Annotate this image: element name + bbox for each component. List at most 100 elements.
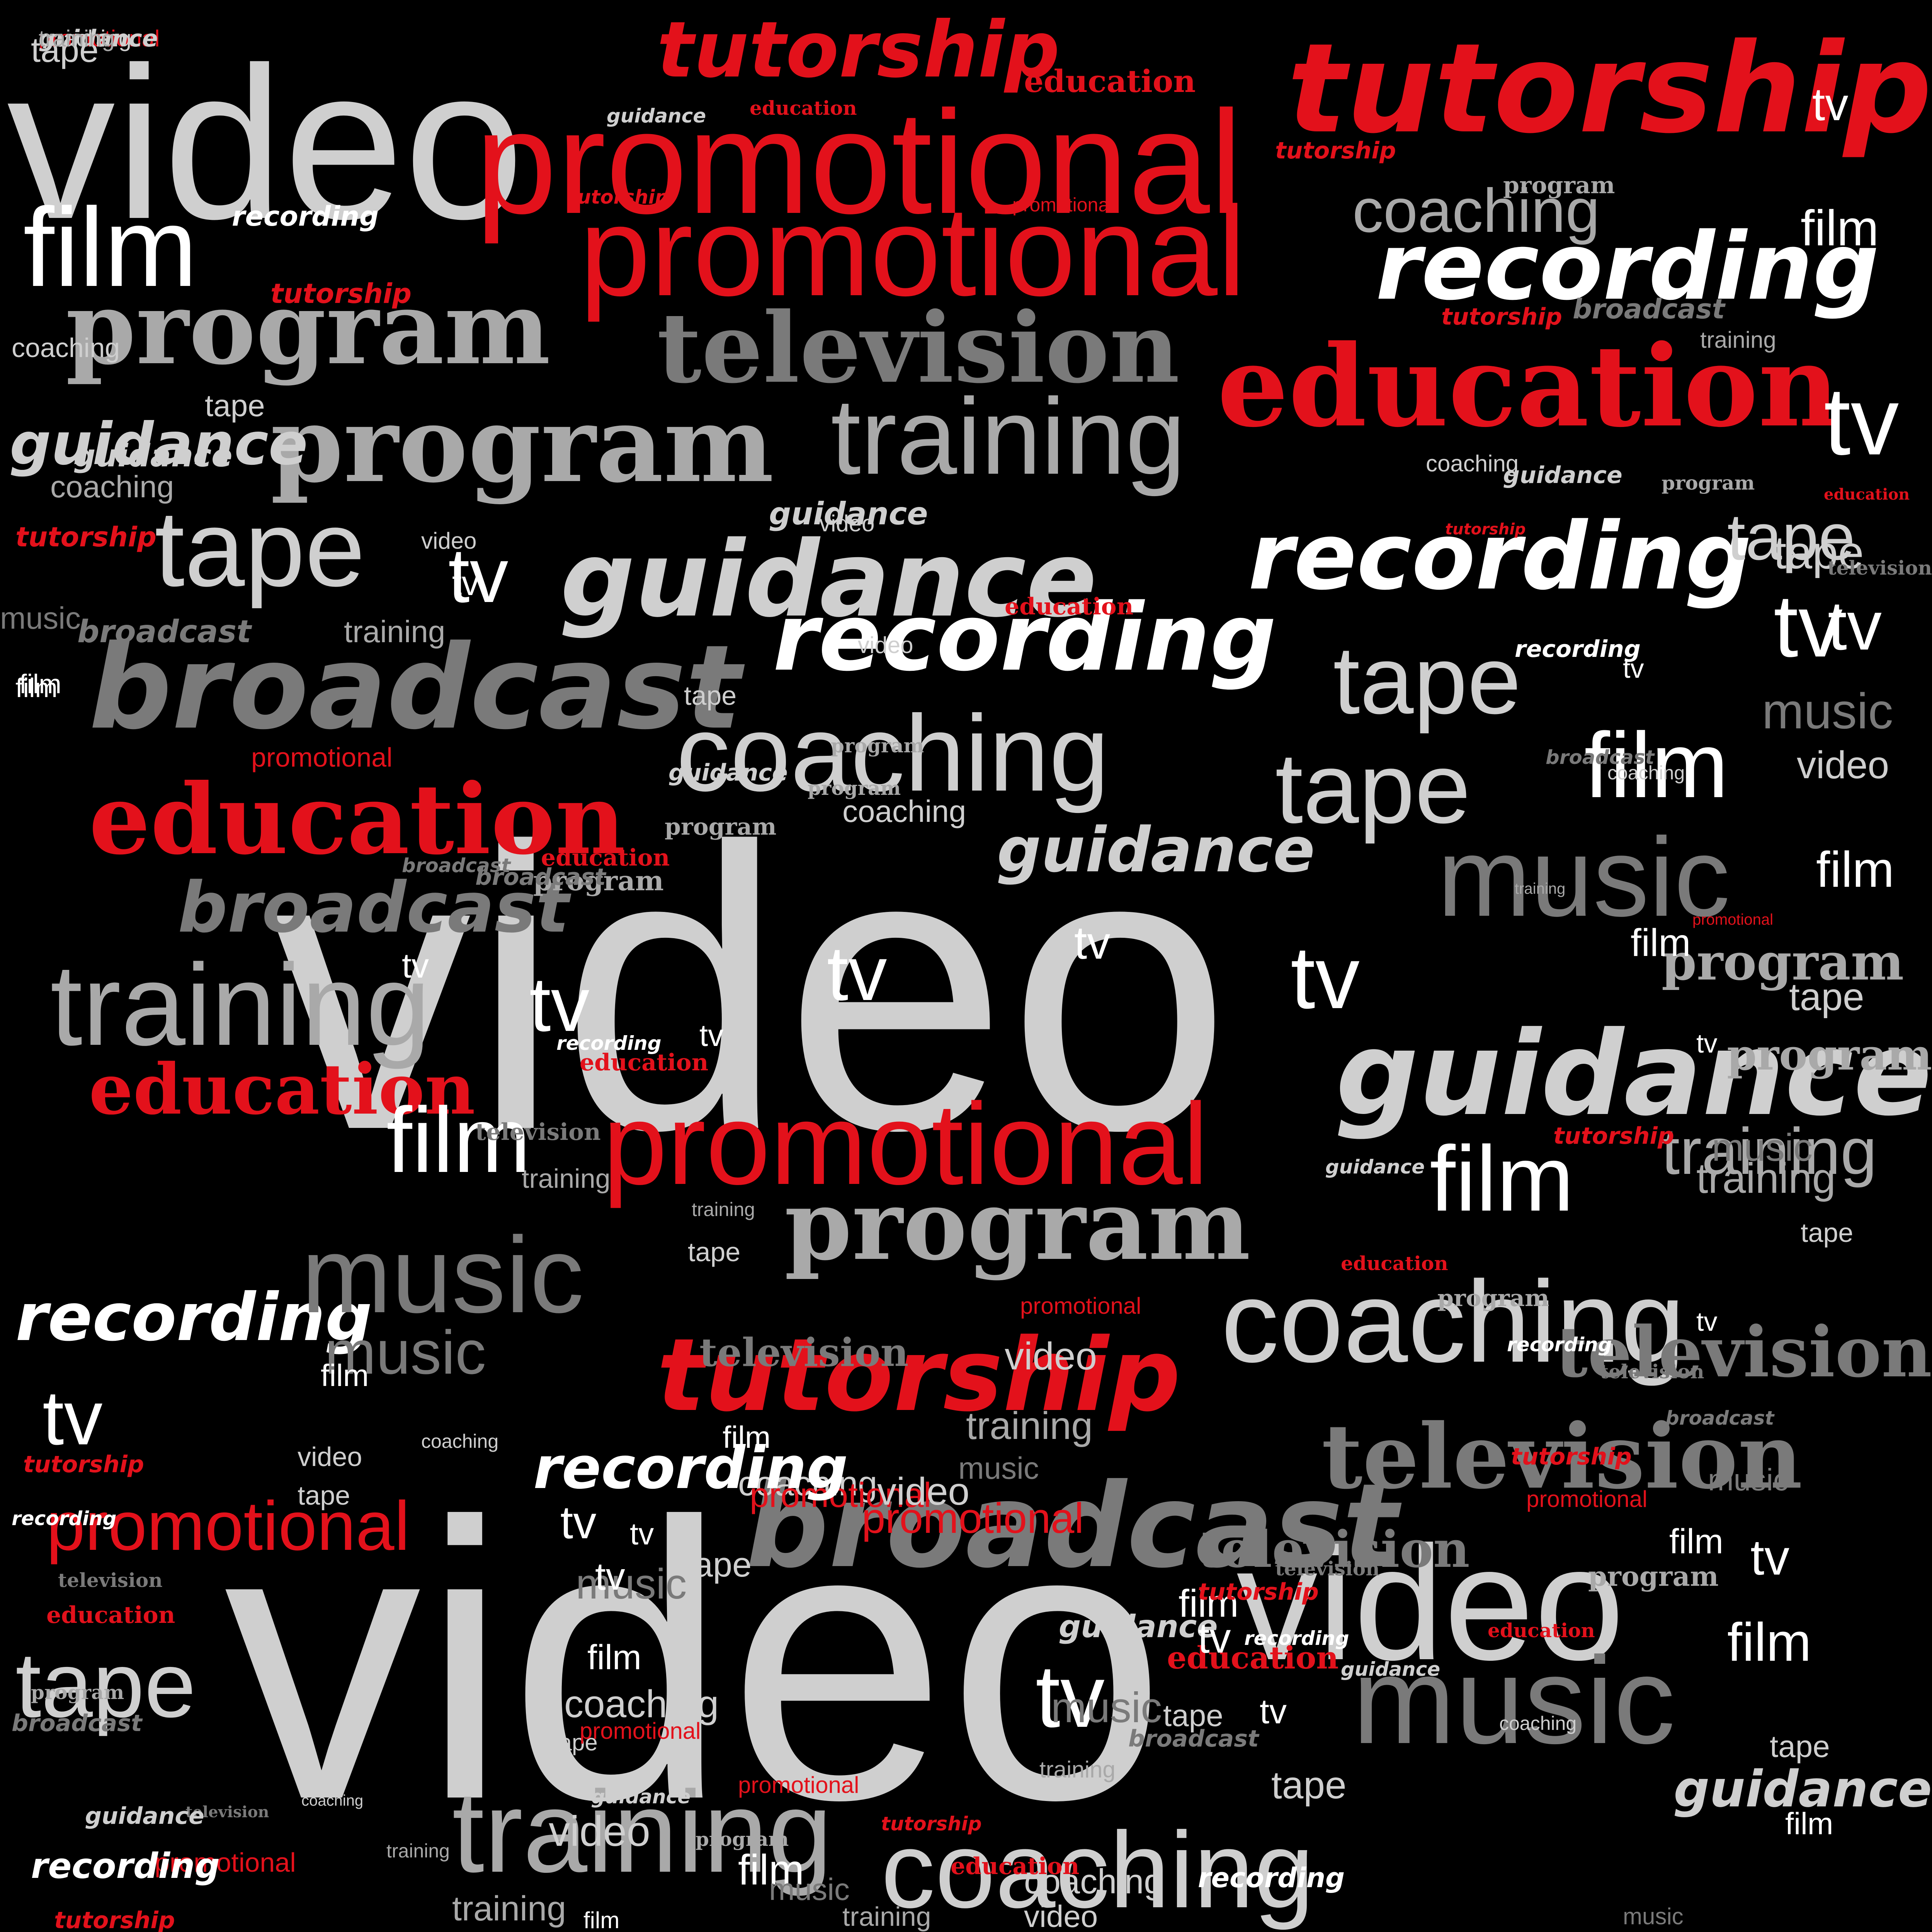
word-education: education (750, 97, 857, 119)
word-program: program (1727, 1030, 1932, 1080)
word-film: film (1669, 1522, 1723, 1561)
word-recording: recording (1376, 213, 1879, 321)
word-education: education (1167, 1639, 1339, 1676)
word-guidance: guidance (560, 519, 1097, 640)
word-film: film (1179, 1582, 1239, 1625)
word-education: education (1488, 1619, 1595, 1642)
word-television: television (475, 1119, 601, 1146)
word-broadcast: broadcast (1546, 746, 1655, 769)
word-education: education (1341, 1252, 1448, 1275)
word-promotional: promotional (862, 1495, 1084, 1542)
word-tv: tv (1260, 1692, 1287, 1731)
word-television: television (1275, 1557, 1380, 1580)
word-coaching: coaching (738, 1464, 878, 1503)
word-recording: recording (773, 583, 1277, 692)
word-training: training (344, 614, 446, 649)
word-promotional: promotional (1012, 194, 1114, 216)
word-recording: recording (533, 1435, 848, 1502)
word-film: film (587, 1638, 641, 1677)
word-promotional: promotional (46, 1487, 410, 1565)
word-guidance: guidance (668, 759, 788, 786)
word-promotional: promotional (750, 1476, 932, 1515)
word-broadcast: broadcast (746, 1459, 1398, 1594)
word-program: program (696, 1828, 789, 1850)
word-music: music (1708, 1463, 1789, 1497)
word-training: training (831, 376, 1186, 497)
word-coaching: coaching (1499, 1713, 1577, 1734)
word-training: training (39, 26, 115, 51)
word-broadcast: broadcast (1665, 1407, 1774, 1429)
word-program: program (533, 865, 664, 897)
word-music: music (1623, 1903, 1684, 1929)
word-program: program (1437, 1285, 1549, 1312)
word-tutorship: tutorship (23, 1451, 144, 1478)
word-tv: tv (560, 1497, 597, 1548)
word-broadcast: broadcast (77, 614, 252, 650)
word-tv: tv (1696, 1028, 1718, 1058)
word-education: education (951, 1853, 1080, 1880)
word-tutorship: tutorship (1198, 1578, 1319, 1605)
word-coaching: coaching (676, 693, 1109, 814)
word-recording: recording (1507, 1333, 1612, 1356)
word-tutorship: tutorship (568, 186, 669, 208)
word-coaching: coaching (1426, 451, 1519, 476)
word-coaching: coaching (1221, 1257, 1685, 1386)
word-promotional: promotional (1692, 911, 1774, 928)
word-tv: tv (699, 1018, 724, 1053)
word-program: program (808, 777, 901, 799)
word-education: education (541, 844, 670, 871)
word-tape: tape (15, 1633, 196, 1736)
word-broadcast: broadcast (402, 854, 511, 877)
word-video: video (549, 1808, 650, 1855)
word-film: film (1785, 1806, 1833, 1841)
word-music: music (1712, 1126, 1813, 1169)
word-video: video (298, 1442, 362, 1472)
word-television: television (657, 291, 1180, 405)
word-training: training (522, 1163, 611, 1194)
word-tv: tv (1623, 653, 1644, 684)
word-tutorship: tutorship (1445, 520, 1526, 538)
word-training: training (692, 1199, 755, 1220)
word-recording: recording (31, 1846, 220, 1886)
word-television: television (1555, 1311, 1932, 1393)
word-video: video (7, 22, 524, 264)
word-film: film (1801, 200, 1879, 256)
word-tv: tv (402, 947, 429, 985)
word-music: music (301, 1215, 584, 1335)
word-video: video (1005, 1335, 1097, 1378)
word-film: film (1816, 841, 1895, 898)
word-television: television (1827, 556, 1932, 579)
word-program: program (784, 1168, 1251, 1282)
word-program: program (1662, 471, 1755, 494)
word-program: program (66, 269, 551, 387)
word-tape: tape (298, 1480, 350, 1510)
word-tutorship: tutorship (1441, 303, 1562, 330)
word-coaching: coaching (50, 469, 174, 504)
word-promotional: promotional (1020, 1293, 1141, 1319)
word-tv: tv (1696, 1306, 1718, 1337)
word-tape: tape (684, 1546, 752, 1584)
word-tv: tv (1750, 1529, 1790, 1585)
word-tutorship: tutorship (657, 5, 1060, 95)
word-tv: tv (1828, 587, 1882, 665)
word-guidance: guidance (1059, 1609, 1218, 1645)
word-broadcast: broadcast (89, 620, 742, 755)
word-education: education (1217, 321, 1840, 452)
word-tv: tv (529, 961, 590, 1048)
word-training: training (842, 1901, 931, 1932)
word-video: video (877, 1470, 970, 1513)
word-tape: tape (1163, 1698, 1223, 1733)
word-coaching: coaching (564, 1682, 719, 1726)
word-guidance: guidance (10, 411, 308, 478)
word-tutorship: tutorship (1553, 1122, 1674, 1150)
word-guidance: guidance (39, 25, 158, 52)
word-music: music (1352, 1631, 1675, 1769)
word-tape: tape (1770, 1729, 1830, 1764)
word-television: television (699, 1330, 909, 1375)
word-film: film (583, 1907, 620, 1932)
word-film: film (1430, 1127, 1574, 1230)
word-tv: tv (595, 1555, 625, 1598)
word-recording: recording (1244, 1627, 1349, 1650)
word-education: education (89, 762, 626, 876)
word-guidance: guidance (1325, 1156, 1425, 1178)
